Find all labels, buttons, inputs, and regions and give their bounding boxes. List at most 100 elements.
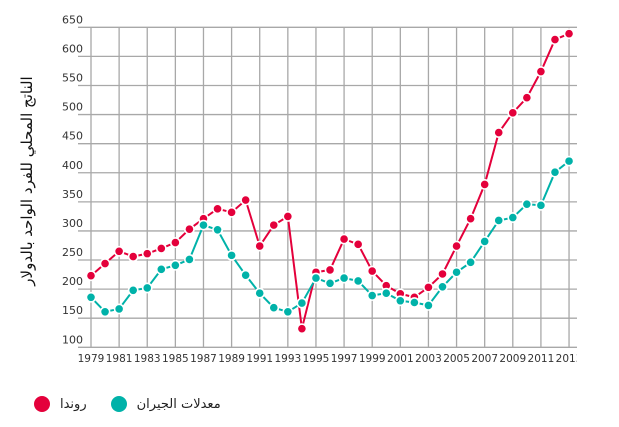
data-point xyxy=(563,155,575,167)
x-tick-label: 1999 xyxy=(359,353,386,365)
data-point xyxy=(437,268,448,280)
x-tick-label: 1993 xyxy=(274,353,301,365)
data-point xyxy=(507,212,519,223)
y-tick-label: 100 xyxy=(62,333,83,346)
data-point xyxy=(226,249,237,261)
y-tick-label: 150 xyxy=(62,304,83,317)
data-point xyxy=(268,219,280,231)
data-point xyxy=(451,266,462,278)
data-point xyxy=(113,245,125,257)
data-point xyxy=(380,287,392,299)
legend-swatch-neighbors xyxy=(110,396,127,412)
x-tick-label: 2007 xyxy=(471,353,498,365)
data-point xyxy=(338,272,350,284)
data-point xyxy=(352,238,364,250)
data-point xyxy=(155,242,167,254)
legend: روندا معدلات الجيران xyxy=(34,396,245,412)
x-tick-label: 2005 xyxy=(443,353,470,365)
data-point xyxy=(479,236,491,247)
data-point xyxy=(113,303,125,315)
data-point xyxy=(127,284,139,296)
y-tick-label: 300 xyxy=(62,217,83,230)
data-point xyxy=(394,295,406,307)
data-point xyxy=(423,300,434,311)
x-tick-label: 1997 xyxy=(331,353,358,365)
data-point xyxy=(437,281,448,293)
x-tick-label: 2009 xyxy=(499,353,526,365)
data-point xyxy=(282,210,294,222)
legend-label-neighbors: معدلات الجيران xyxy=(136,396,221,412)
y-tick-label: 500 xyxy=(62,101,83,114)
data-point xyxy=(240,194,252,206)
y-tick-label: 400 xyxy=(62,159,83,172)
x-tick-label: 1983 xyxy=(134,353,161,365)
data-point xyxy=(549,34,561,45)
data-point xyxy=(507,107,519,119)
y-tick-label: 200 xyxy=(62,275,83,288)
x-tick-label: 1979 xyxy=(78,353,105,365)
legend-label-rwanda: روندا xyxy=(60,396,87,412)
data-point xyxy=(184,254,195,265)
data-point xyxy=(198,219,209,231)
data-point xyxy=(465,213,477,225)
data-point xyxy=(296,323,308,335)
data-point xyxy=(254,287,266,299)
data-point xyxy=(254,240,266,252)
legend-swatch-rwanda xyxy=(34,396,50,412)
y-tick-label: 350 xyxy=(62,188,83,201)
data-point xyxy=(521,198,533,210)
y-tick-label: 650 xyxy=(62,13,83,26)
y-tick-label: 550 xyxy=(62,71,83,84)
data-point xyxy=(141,282,153,294)
data-point xyxy=(479,178,491,190)
data-point xyxy=(169,259,181,271)
y-tick-label: 450 xyxy=(62,130,83,143)
data-point xyxy=(521,92,533,104)
x-tick-label: 2011 xyxy=(528,353,555,365)
data-point xyxy=(99,306,111,318)
x-tick-label: 2003 xyxy=(415,353,442,365)
data-point xyxy=(535,199,547,211)
x-tick-label: 2013 xyxy=(556,353,583,365)
data-point xyxy=(141,248,153,260)
axis-mask xyxy=(577,350,619,370)
y-tick-label: 250 xyxy=(62,246,83,259)
x-tick-label: 1995 xyxy=(303,353,330,365)
data-point xyxy=(366,290,378,301)
data-point xyxy=(169,237,181,248)
data-point xyxy=(296,297,308,309)
data-point xyxy=(324,264,336,276)
data-point xyxy=(366,265,378,277)
y-tick-label: 600 xyxy=(62,42,83,55)
x-tick-label: 1989 xyxy=(218,353,245,365)
data-point xyxy=(352,275,364,287)
data-point xyxy=(212,224,223,236)
data-point xyxy=(408,297,420,308)
data-point xyxy=(465,256,477,268)
data-point xyxy=(99,258,111,269)
data-point xyxy=(338,233,350,245)
data-point xyxy=(423,281,434,293)
data-point xyxy=(127,251,139,262)
y-axis-label: الناتج المحلي للفرد الواحد بالدولار xyxy=(18,76,36,286)
x-tick-label: 1991 xyxy=(246,353,273,365)
x-tick-label: 1981 xyxy=(106,353,133,365)
data-point xyxy=(85,270,97,282)
data-point xyxy=(493,215,505,226)
data-point xyxy=(155,263,167,275)
data-point xyxy=(310,272,322,284)
data-point xyxy=(282,306,294,318)
data-point xyxy=(212,203,223,215)
data-point xyxy=(324,277,336,289)
data-point xyxy=(535,66,547,77)
data-point xyxy=(493,127,505,139)
x-tick-label: 2001 xyxy=(387,353,414,365)
data-point xyxy=(549,166,561,178)
data-point xyxy=(268,302,280,314)
data-point xyxy=(184,223,195,235)
data-point xyxy=(226,206,237,218)
data-point xyxy=(451,240,462,252)
data-point xyxy=(563,28,575,40)
data-point xyxy=(85,291,97,303)
